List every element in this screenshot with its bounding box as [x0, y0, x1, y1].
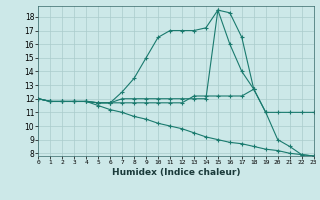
X-axis label: Humidex (Indice chaleur): Humidex (Indice chaleur) [112, 168, 240, 177]
